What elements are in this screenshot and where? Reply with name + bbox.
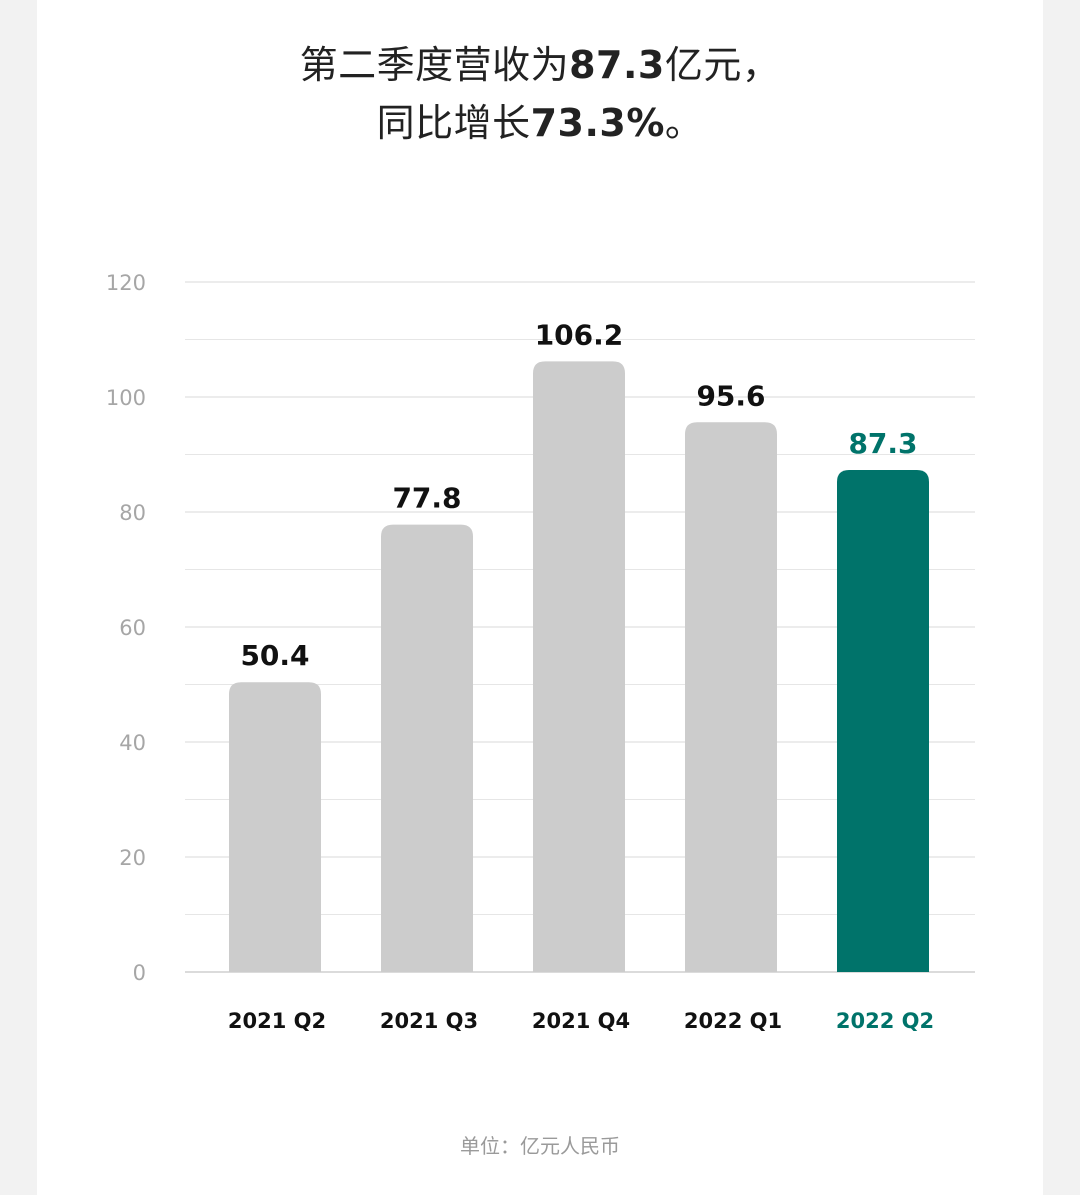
y-tick-label: 100 (106, 386, 146, 410)
y-tick-label: 60 (119, 616, 146, 640)
headline-line-1-prefix: 第二季度营收为 (299, 43, 570, 87)
y-tick-label: 80 (119, 501, 146, 525)
y-tick-label: 120 (106, 271, 146, 295)
x-tick-label: 2021 Q3 (380, 1009, 478, 1033)
headline-revenue-value: 87.3 (569, 43, 665, 87)
headline-line-2: 同比增长73.3%。 (0, 94, 1080, 152)
bar (685, 422, 777, 972)
bar-value-label: 95.6 (696, 379, 765, 412)
bar (381, 524, 473, 972)
y-tick-label: 40 (119, 731, 146, 755)
headline-growth-value: 73.3% (530, 101, 665, 145)
bar (229, 682, 321, 972)
unit-footnote: 单位：亿元人民币 (460, 1134, 620, 1158)
bar-value-label: 77.8 (392, 482, 461, 515)
headline-line-2-prefix: 同比增长 (376, 101, 531, 145)
x-tick-label: 2021 Q4 (532, 1009, 630, 1033)
bar-value-label: 106.2 (535, 318, 624, 351)
x-tick-label: 2022 Q1 (684, 1009, 782, 1033)
headline-line-2-suffix: 。 (664, 101, 704, 145)
bar-value-label: 87.3 (848, 427, 917, 460)
y-tick-label: 20 (119, 846, 146, 870)
headline-line-1-suffix: 亿元， (664, 43, 781, 87)
y-tick-label: 0 (133, 961, 146, 985)
headline-line-1: 第二季度营收为87.3亿元， (0, 36, 1080, 94)
x-tick-label: 2021 Q2 (228, 1009, 326, 1033)
bar-value-label: 50.4 (240, 639, 309, 672)
bar (533, 361, 625, 973)
bar (837, 470, 929, 972)
x-tick-label: 2022 Q2 (836, 1009, 934, 1033)
headline: 第二季度营收为87.3亿元， 同比增长73.3%。 (0, 36, 1080, 152)
